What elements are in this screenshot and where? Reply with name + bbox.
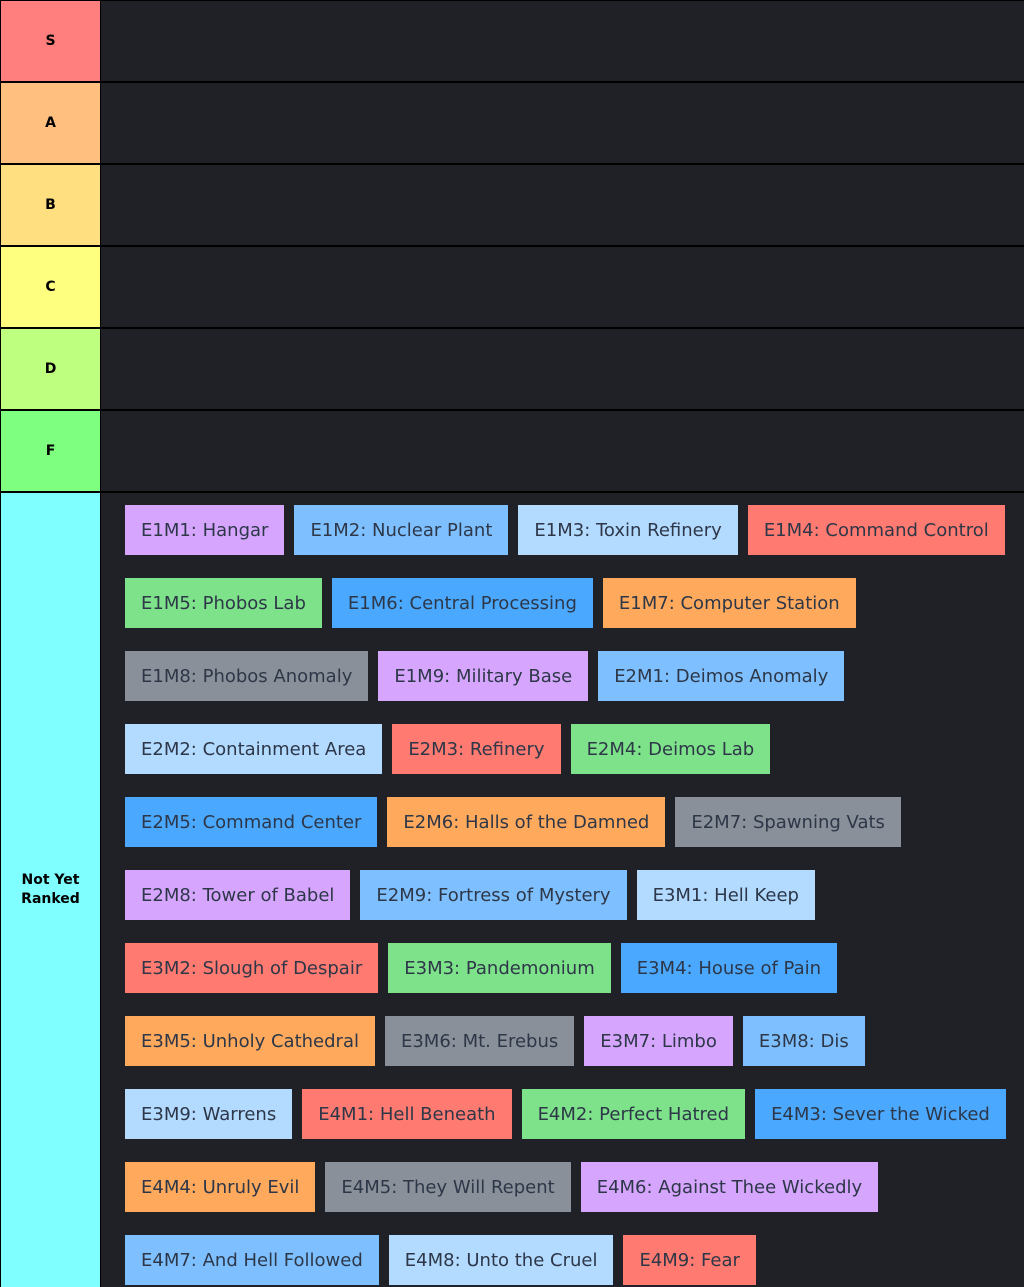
tier-label-unranked[interactable]: Not Yet Ranked [1,493,100,1287]
tier-card[interactable]: E1M8: Phobos Anomaly [125,651,369,701]
tier-card[interactable]: E4M7: And Hell Followed [125,1235,379,1285]
tier-card[interactable]: E4M5: They Will Repent [325,1162,571,1212]
tier-dropzone-b[interactable] [101,165,1024,245]
tier-card[interactable]: E3M2: Slough of Despair [125,943,379,993]
tier-card[interactable]: E1M5: Phobos Lab [125,578,322,628]
tier-card[interactable]: E2M2: Containment Area [125,724,383,774]
tier-card[interactable]: E2M8: Tower of Babel [125,870,351,920]
tier-row-a: A [0,83,1024,163]
tier-card[interactable]: E3M1: Hell Keep [636,870,815,920]
tier-card[interactable]: E1M7: Computer Station [602,578,856,628]
tier-card[interactable]: E2M1: Deimos Anomaly [598,651,845,701]
tier-card[interactable]: E4M4: Unruly Evil [125,1162,316,1212]
tier-card[interactable]: E1M9: Military Base [378,651,589,701]
tier-card[interactable]: E4M1: Hell Beneath [302,1089,512,1139]
tier-card[interactable]: E4M8: Unto the Cruel [388,1235,614,1285]
tier-label-unranked-text: Not Yet Ranked [21,872,80,907]
unranked-pool[interactable]: E1M1: Hangar E1M2: Nuclear Plant E1M3: Tox… [101,493,1024,1287]
tier-card[interactable]: E3M3: Pandemonium [388,943,611,993]
tier-label-f[interactable]: F [1,411,100,491]
tier-dropzone-f[interactable] [101,411,1024,491]
tier-row-f: F [0,411,1024,491]
tier-card[interactable]: E2M3: Refinery [392,724,561,774]
tier-card[interactable]: E4M3: Sever the Wicked [755,1089,1006,1139]
tier-card[interactable]: E2M9: Fortress of Mystery [360,870,627,920]
tier-card[interactable]: E3M5: Unholy Cathedral [125,1016,375,1066]
tier-row-c: C [0,247,1024,327]
tier-dropzone-s[interactable] [101,1,1024,81]
tier-card[interactable]: E3M6: Mt. Erebus [384,1016,575,1066]
tier-card[interactable]: E1M2: Nuclear Plant [294,505,509,555]
tier-row-unranked: Not Yet Ranked E1M1: Hangar E1M2: Nuclear… [0,493,1024,1287]
tier-row-s: S [0,1,1024,81]
tier-card[interactable]: E2M7: Spawning Vats [675,797,901,847]
tier-card[interactable]: E1M3: Toxin Refinery [518,505,738,555]
tier-card[interactable]: E1M1: Hangar [125,505,285,555]
tier-card[interactable]: E3M7: Limbo [584,1016,733,1066]
tier-label-s[interactable]: S [1,1,100,81]
tier-label-d[interactable]: D [1,329,100,409]
tier-card[interactable]: E3M8: Dis [742,1016,865,1066]
tier-card[interactable]: E4M2: Perfect Hatred [521,1089,746,1139]
tier-dropzone-a[interactable] [101,83,1024,163]
tier-card[interactable]: E3M9: Warrens [125,1089,293,1139]
tier-card[interactable]: E2M4: Deimos Lab [570,724,771,774]
tier-label-a[interactable]: A [1,83,100,163]
tier-card[interactable]: E1M6: Central Processing [331,578,593,628]
tier-dropzone-c[interactable] [101,247,1024,327]
tier-card[interactable]: E4M9: Fear [623,1235,756,1285]
tier-card[interactable]: E2M5: Command Center [125,797,378,847]
tier-label-c[interactable]: C [1,247,100,327]
tier-card[interactable]: E4M6: Against Thee Wickedly [580,1162,879,1212]
tier-row-d: D [0,329,1024,409]
tier-label-b[interactable]: B [1,165,100,245]
tier-card[interactable]: E2M6: Halls of the Damned [387,797,666,847]
tier-row-b: B [0,165,1024,245]
tier-card[interactable]: E1M4: Command Control [747,505,1005,555]
tier-dropzone-d[interactable] [101,329,1024,409]
tier-card[interactable]: E3M4: House of Pain [620,943,838,993]
